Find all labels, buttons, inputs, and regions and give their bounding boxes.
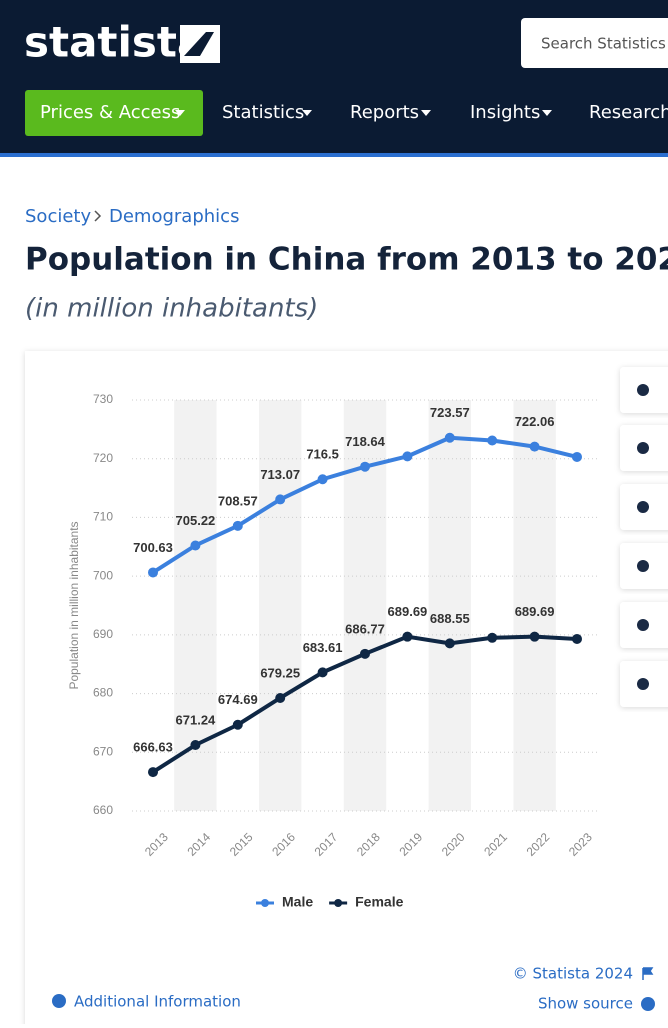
copyright[interactable]: © Statista 2024 [513, 965, 633, 983]
data-point [275, 692, 286, 703]
data-point [317, 667, 328, 678]
legend-label[interactable]: Female [355, 894, 403, 910]
data-point [444, 432, 455, 443]
data-point [232, 719, 243, 730]
y-tick-label: 660 [93, 803, 113, 817]
page-title: Population in China from 2013 to 2023, [25, 242, 668, 278]
breadcrumb[interactable]: Demographics [109, 206, 239, 227]
data-label: 683.61 [303, 640, 343, 655]
data-label: 671.24 [176, 712, 217, 727]
chart: 660 670 680 690 700 710 720 730 Population in mi… [67, 392, 598, 910]
legend-marker [334, 899, 343, 907]
data-point [529, 441, 540, 452]
band [513, 400, 556, 811]
data-point [444, 638, 455, 649]
y-tick-label: 680 [93, 686, 113, 700]
data-label: 708.57 [218, 493, 258, 508]
search-placeholder: Search Statistics [541, 35, 666, 53]
toolbar-icon [637, 619, 649, 631]
nav-item[interactable]: Insights [470, 102, 540, 123]
breadcrumb[interactable]: Society [25, 206, 91, 227]
legend-marker [261, 899, 269, 907]
data-point [275, 494, 286, 505]
band [259, 400, 302, 811]
toolbar-icon [637, 678, 649, 690]
breadcrumb-separator [94, 210, 102, 222]
data-point [360, 648, 370, 659]
nav-item[interactable]: Reports [350, 102, 419, 123]
data-label: 689.69 [388, 604, 428, 619]
data-point [148, 567, 158, 578]
logo-icon [180, 25, 220, 63]
data-point [529, 631, 540, 642]
flag-icon [642, 967, 654, 980]
y-tick-label: 720 [93, 451, 113, 465]
data-point [572, 451, 582, 462]
data-label: 718.64 [345, 434, 386, 449]
y-tick-label: 670 [93, 744, 113, 758]
data-point [232, 520, 243, 531]
data-label: 688.55 [430, 611, 470, 626]
info-icon [641, 997, 655, 1011]
band [428, 400, 471, 811]
data-point [402, 451, 413, 462]
data-point [317, 474, 328, 485]
info-icon [52, 994, 66, 1008]
data-label: 723.57 [430, 405, 470, 420]
additional-information[interactable]: Additional Information [74, 993, 241, 1011]
data-label: 716.5 [306, 447, 339, 462]
data-point [487, 632, 498, 643]
show-source[interactable]: Show source [538, 995, 633, 1013]
header-rule [0, 153, 668, 157]
toolbar-icon [637, 501, 649, 513]
search-box[interactable] [521, 18, 668, 68]
y-axis-label: Population in million inhabitants [67, 521, 81, 689]
y-tick-label: 700 [93, 568, 113, 582]
data-point [572, 633, 582, 644]
data-point [360, 461, 370, 472]
y-tick-label: 690 [93, 627, 113, 641]
data-label: 679.25 [260, 665, 300, 680]
y-tick-label: 730 [93, 392, 113, 406]
data-label: 674.69 [218, 692, 258, 707]
data-label: 705.22 [176, 513, 216, 528]
data-point [190, 740, 201, 751]
legend-label[interactable]: Male [282, 894, 313, 910]
dropdown-carets [175, 110, 552, 116]
nav-item[interactable]: Statistics [222, 102, 304, 123]
data-point [148, 767, 158, 778]
data-point [402, 631, 413, 642]
prices-button[interactable] [25, 90, 203, 136]
page-subtitle: (in million inhabitants) [25, 294, 318, 324]
toolbar-icon [637, 442, 649, 454]
side-toolbar [620, 367, 668, 707]
data-point [487, 435, 498, 446]
y-tick-label: 710 [93, 510, 113, 524]
toolbar-icon [637, 560, 649, 572]
data-label: 686.77 [345, 621, 385, 636]
data-label: 700.63 [133, 540, 173, 555]
logo[interactable]: statista [24, 18, 205, 67]
data-label: 713.07 [260, 467, 300, 482]
nav-item[interactable]: Research [589, 102, 668, 123]
data-label: 689.69 [515, 604, 555, 619]
data-point [190, 540, 201, 551]
nav-item[interactable]: Prices & Access [40, 102, 180, 123]
data-label: 666.63 [133, 740, 173, 755]
data-label: 722.06 [515, 414, 555, 429]
toolbar-icon [637, 384, 649, 396]
